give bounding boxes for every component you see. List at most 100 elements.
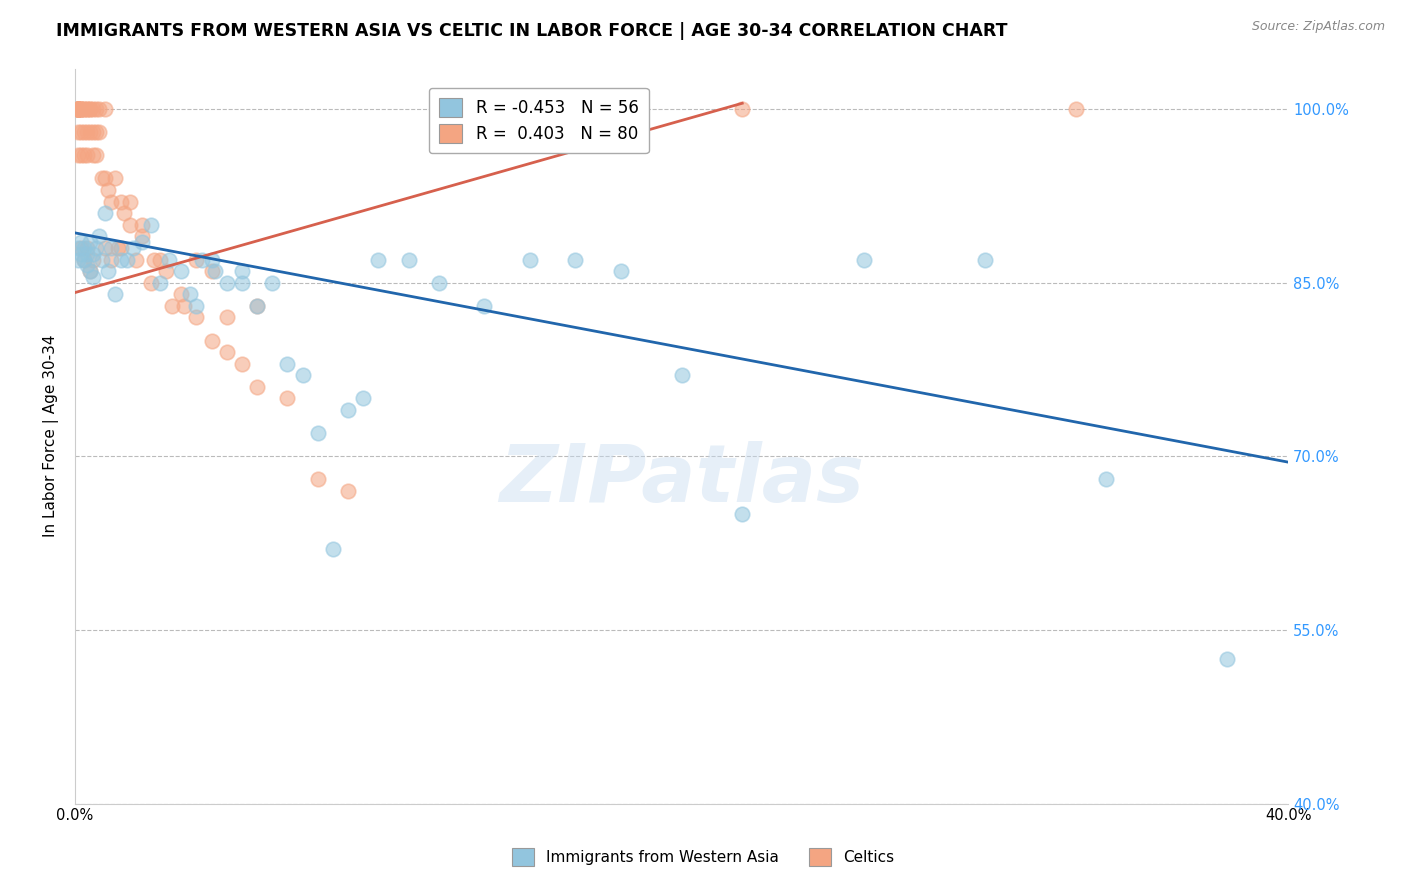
Point: [76, 241, 98, 255]
Point: [73, 252, 96, 267]
Point: [79, 102, 101, 116]
Point: [73, 148, 96, 162]
Point: [200, 334, 222, 348]
Point: [231, 357, 253, 371]
Point: [73, 102, 96, 116]
Point: [186, 299, 208, 313]
Point: [67, 102, 90, 116]
Point: [149, 252, 172, 267]
Point: [67, 102, 90, 116]
Point: [70, 235, 93, 249]
Point: [215, 345, 238, 359]
Point: [170, 264, 193, 278]
Point: [731, 102, 754, 116]
Point: [186, 310, 208, 325]
Point: [1064, 102, 1087, 116]
Point: [131, 229, 153, 244]
Point: [70, 241, 93, 255]
Point: [173, 299, 195, 313]
Point: [67, 102, 90, 116]
Point: [67, 252, 90, 267]
Point: [76, 148, 98, 162]
Point: [337, 403, 360, 417]
Point: [231, 276, 253, 290]
Point: [131, 218, 153, 232]
Point: [367, 252, 389, 267]
Point: [79, 235, 101, 249]
Point: [67, 148, 90, 162]
Point: [139, 276, 162, 290]
Point: [73, 241, 96, 255]
Point: [107, 241, 129, 255]
Point: [70, 246, 93, 260]
Point: [73, 125, 96, 139]
Point: [76, 125, 98, 139]
Point: [79, 102, 101, 116]
Point: [76, 102, 98, 116]
Point: [110, 252, 132, 267]
Point: [427, 276, 450, 290]
Point: [112, 206, 135, 220]
Point: [1095, 473, 1118, 487]
Text: ZIPatlas: ZIPatlas: [499, 442, 865, 519]
Point: [82, 102, 104, 116]
Point: [179, 287, 201, 301]
Point: [76, 102, 98, 116]
Point: [67, 102, 90, 116]
Point: [200, 252, 222, 267]
Point: [262, 276, 284, 290]
Point: [82, 269, 104, 284]
Legend: Immigrants from Western Asia, Celtics: Immigrants from Western Asia, Celtics: [505, 841, 901, 873]
Point: [276, 357, 298, 371]
Point: [118, 218, 141, 232]
Point: [91, 171, 114, 186]
Point: [70, 102, 93, 116]
Point: [97, 264, 120, 278]
Point: [352, 392, 374, 406]
Point: [100, 241, 122, 255]
Point: [86, 125, 108, 139]
Point: [103, 287, 125, 301]
Point: [100, 194, 122, 209]
Point: [307, 426, 329, 441]
Point: [86, 148, 108, 162]
Point: [131, 235, 153, 249]
Point: [67, 102, 90, 116]
Point: [82, 125, 104, 139]
Point: [246, 299, 269, 313]
Point: [322, 541, 344, 556]
Point: [474, 299, 496, 313]
Point: [76, 246, 98, 260]
Point: [79, 264, 101, 278]
Point: [67, 102, 90, 116]
Legend: R = -0.453   N = 56, R =  0.403   N = 80: R = -0.453 N = 56, R = 0.403 N = 80: [429, 88, 648, 153]
Point: [610, 264, 633, 278]
Point: [110, 194, 132, 209]
Point: [731, 507, 754, 521]
Point: [191, 252, 214, 267]
Point: [70, 148, 93, 162]
Point: [82, 252, 104, 267]
Point: [1216, 652, 1239, 666]
Point: [70, 102, 93, 116]
Point: [67, 102, 90, 116]
Point: [139, 218, 162, 232]
Point: [307, 473, 329, 487]
Point: [564, 252, 586, 267]
Point: [67, 102, 90, 116]
Point: [70, 102, 93, 116]
Text: IMMIGRANTS FROM WESTERN ASIA VS CELTIC IN LABOR FORCE | AGE 30-34 CORRELATION CH: IMMIGRANTS FROM WESTERN ASIA VS CELTIC I…: [56, 22, 1008, 40]
Point: [89, 102, 111, 116]
Point: [70, 125, 93, 139]
Point: [215, 276, 238, 290]
Point: [82, 148, 104, 162]
Point: [149, 276, 172, 290]
Point: [73, 252, 96, 267]
Point: [76, 258, 98, 272]
Point: [215, 310, 238, 325]
Point: [160, 299, 183, 313]
Point: [157, 252, 180, 267]
Point: [519, 252, 541, 267]
Point: [79, 125, 101, 139]
Point: [94, 171, 117, 186]
